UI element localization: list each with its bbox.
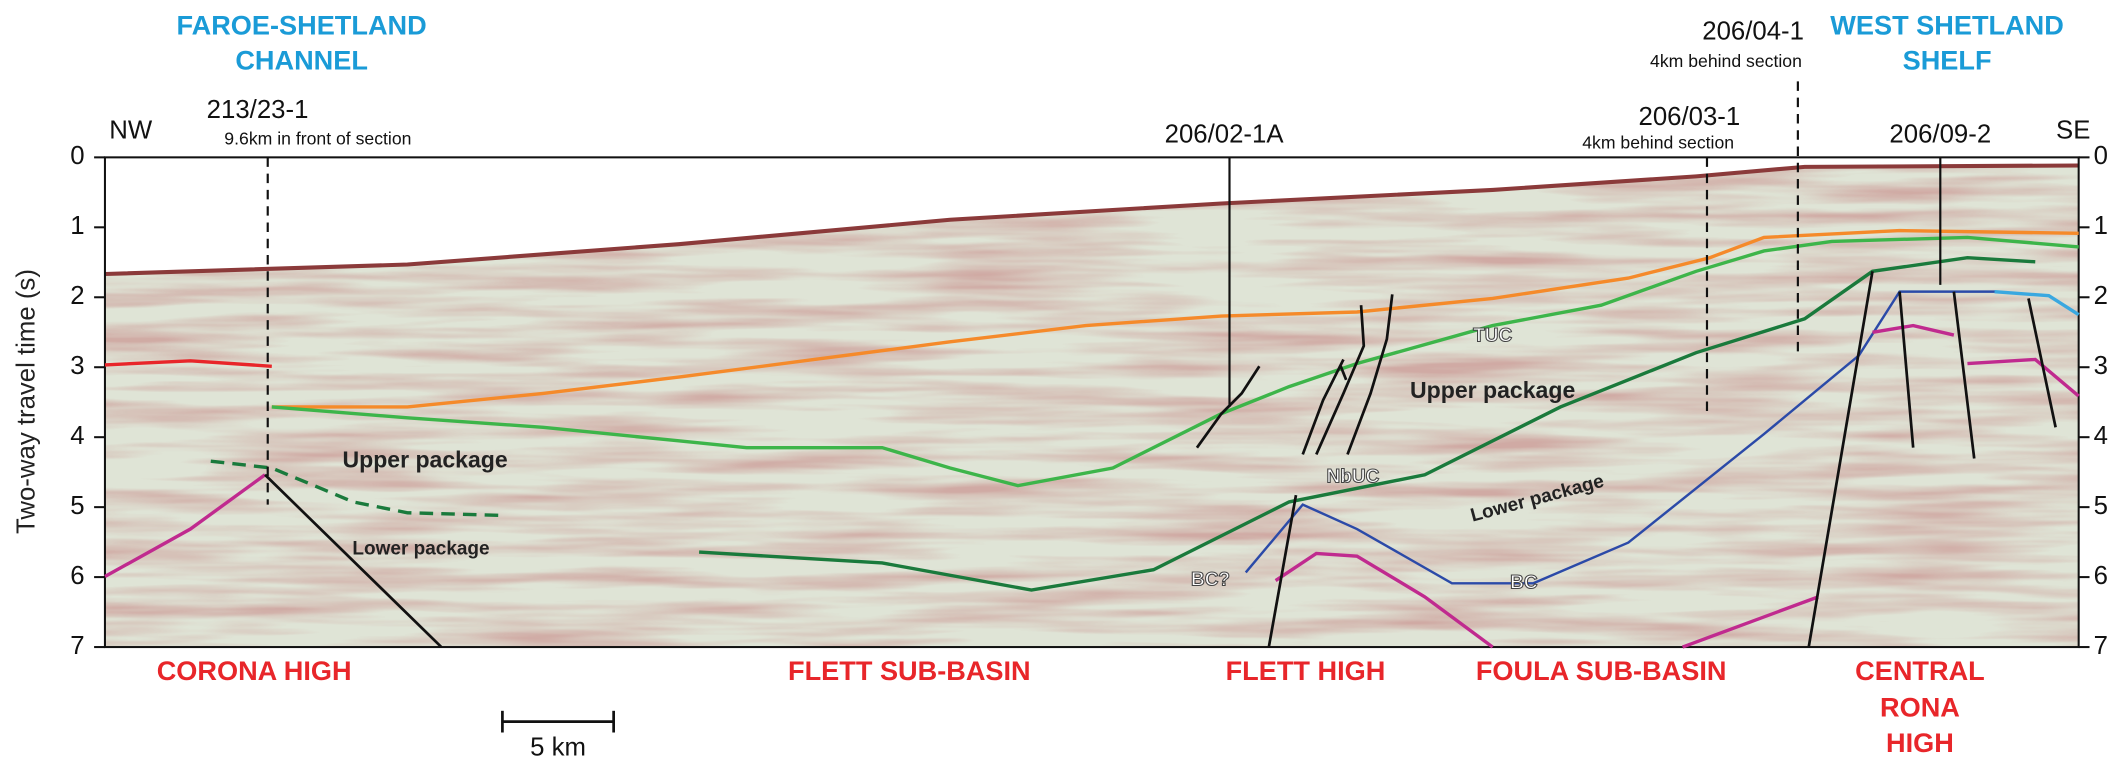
well-note: 4km behind section [1650, 51, 1802, 71]
direction: SE [2056, 116, 2090, 144]
tick-label: 0 [2094, 142, 2108, 170]
tick-label: 2 [70, 282, 84, 310]
tick-label: 1 [70, 212, 84, 240]
well-name: 213/23-1 [207, 96, 309, 124]
seismic-image [105, 157, 2079, 647]
tick-label: 2 [2094, 282, 2108, 310]
tick-label: 5 [2094, 492, 2108, 520]
tick-label: 1 [2094, 212, 2108, 240]
scale-label: 5 km [530, 734, 586, 761]
well-name: 206/04-1 [1702, 17, 1804, 45]
horizon-label: BC? [1191, 570, 1230, 591]
structure-label: FOULA SUB-BASIN [1476, 655, 1727, 686]
structure-label: RONA [1880, 692, 1960, 723]
well-name: 206/03-1 [1638, 103, 1740, 131]
direction: NW [109, 116, 153, 144]
well-name: 206/02-1A [1165, 120, 1285, 148]
well-note: 4km behind section [1582, 132, 1734, 152]
tick-label: 4 [2094, 422, 2108, 450]
structure-label: FLETT SUB-BASIN [788, 655, 1031, 686]
package-label: Upper package [342, 446, 507, 472]
tick-label: 7 [70, 632, 84, 660]
horizon-label: TUC [1473, 325, 1512, 346]
structure-label: FLETT HIGH [1226, 655, 1386, 686]
tick-label: 5 [70, 492, 84, 520]
region-label: WEST SHETLAND [1830, 9, 2064, 40]
structure-label: CORONA HIGH [157, 655, 352, 686]
tick-label: 3 [70, 352, 84, 380]
well-name: 206/09-2 [1889, 120, 1991, 148]
package-label: Lower package [352, 538, 489, 559]
scale-bar [502, 711, 613, 733]
region-label: CHANNEL [235, 45, 368, 76]
tick-label: 3 [2094, 352, 2108, 380]
tick-label: 0 [70, 142, 84, 170]
seismic-section: 0 0 1 1 2 2 3 3 4 4 5 5 6 6 7 7 Two-way travel time (s)… [0, 0, 2128, 761]
horizon-label: BC [1510, 572, 1538, 593]
package-label: Upper package [1410, 377, 1575, 403]
horizon-label: NbUC [1327, 467, 1380, 488]
region-label: FAROE-SHETLAND [177, 9, 427, 40]
tick-label: 4 [70, 422, 84, 450]
tick-label: 6 [70, 562, 84, 590]
tick-label: 6 [2094, 562, 2108, 590]
axis-label: Two-way travel time (s) [12, 269, 40, 534]
structure-label: CENTRAL [1855, 655, 1985, 686]
well-note: 9.6km in front of section [224, 128, 411, 148]
tick-label: 7 [2094, 632, 2108, 660]
structure-label: HIGH [1886, 727, 1954, 758]
region-label: SHELF [1903, 45, 1992, 76]
